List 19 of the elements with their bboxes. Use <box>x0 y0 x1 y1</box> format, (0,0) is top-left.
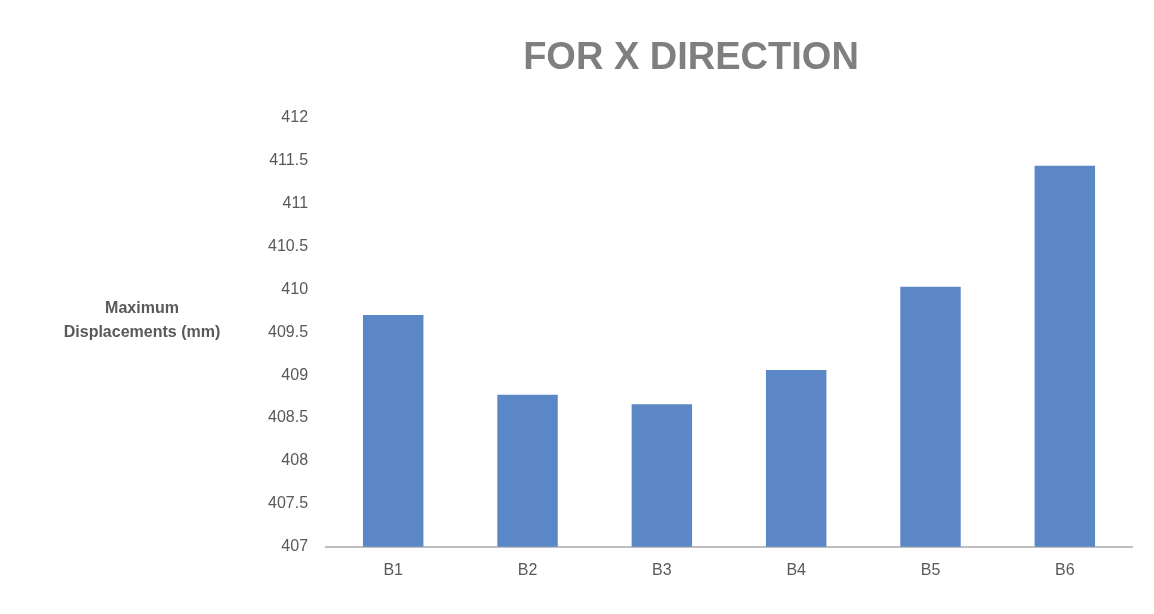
x-tick-label: B1 <box>383 560 404 578</box>
x-tick-label: B6 <box>1055 560 1075 578</box>
y-tick-label: 409.5 <box>267 322 309 340</box>
y-tick-label: 411.5 <box>269 150 309 168</box>
y-tick-label: 408.5 <box>267 408 309 426</box>
y-tick-label: 410.5 <box>267 236 309 254</box>
y-tick-label: 407.5 <box>267 494 309 512</box>
x-tick-label: B3 <box>652 560 672 578</box>
y-tick-label: 410 <box>281 279 309 297</box>
y-tick-label: 408 <box>281 451 309 469</box>
y-tick-label: 412 <box>281 108 309 126</box>
y-tick-label: 411 <box>282 193 309 211</box>
y-tick-label: 409 <box>281 365 309 383</box>
chart-title: FOR X DIRECTION <box>523 35 859 78</box>
x-tick-label: B2 <box>517 560 538 578</box>
y-tick-label: 407 <box>281 537 309 555</box>
x-tick-label: B5 <box>920 560 941 578</box>
x-tick-label: B4 <box>786 560 807 578</box>
y-axis-title: Maximum Displacements (mm) <box>63 298 221 340</box>
